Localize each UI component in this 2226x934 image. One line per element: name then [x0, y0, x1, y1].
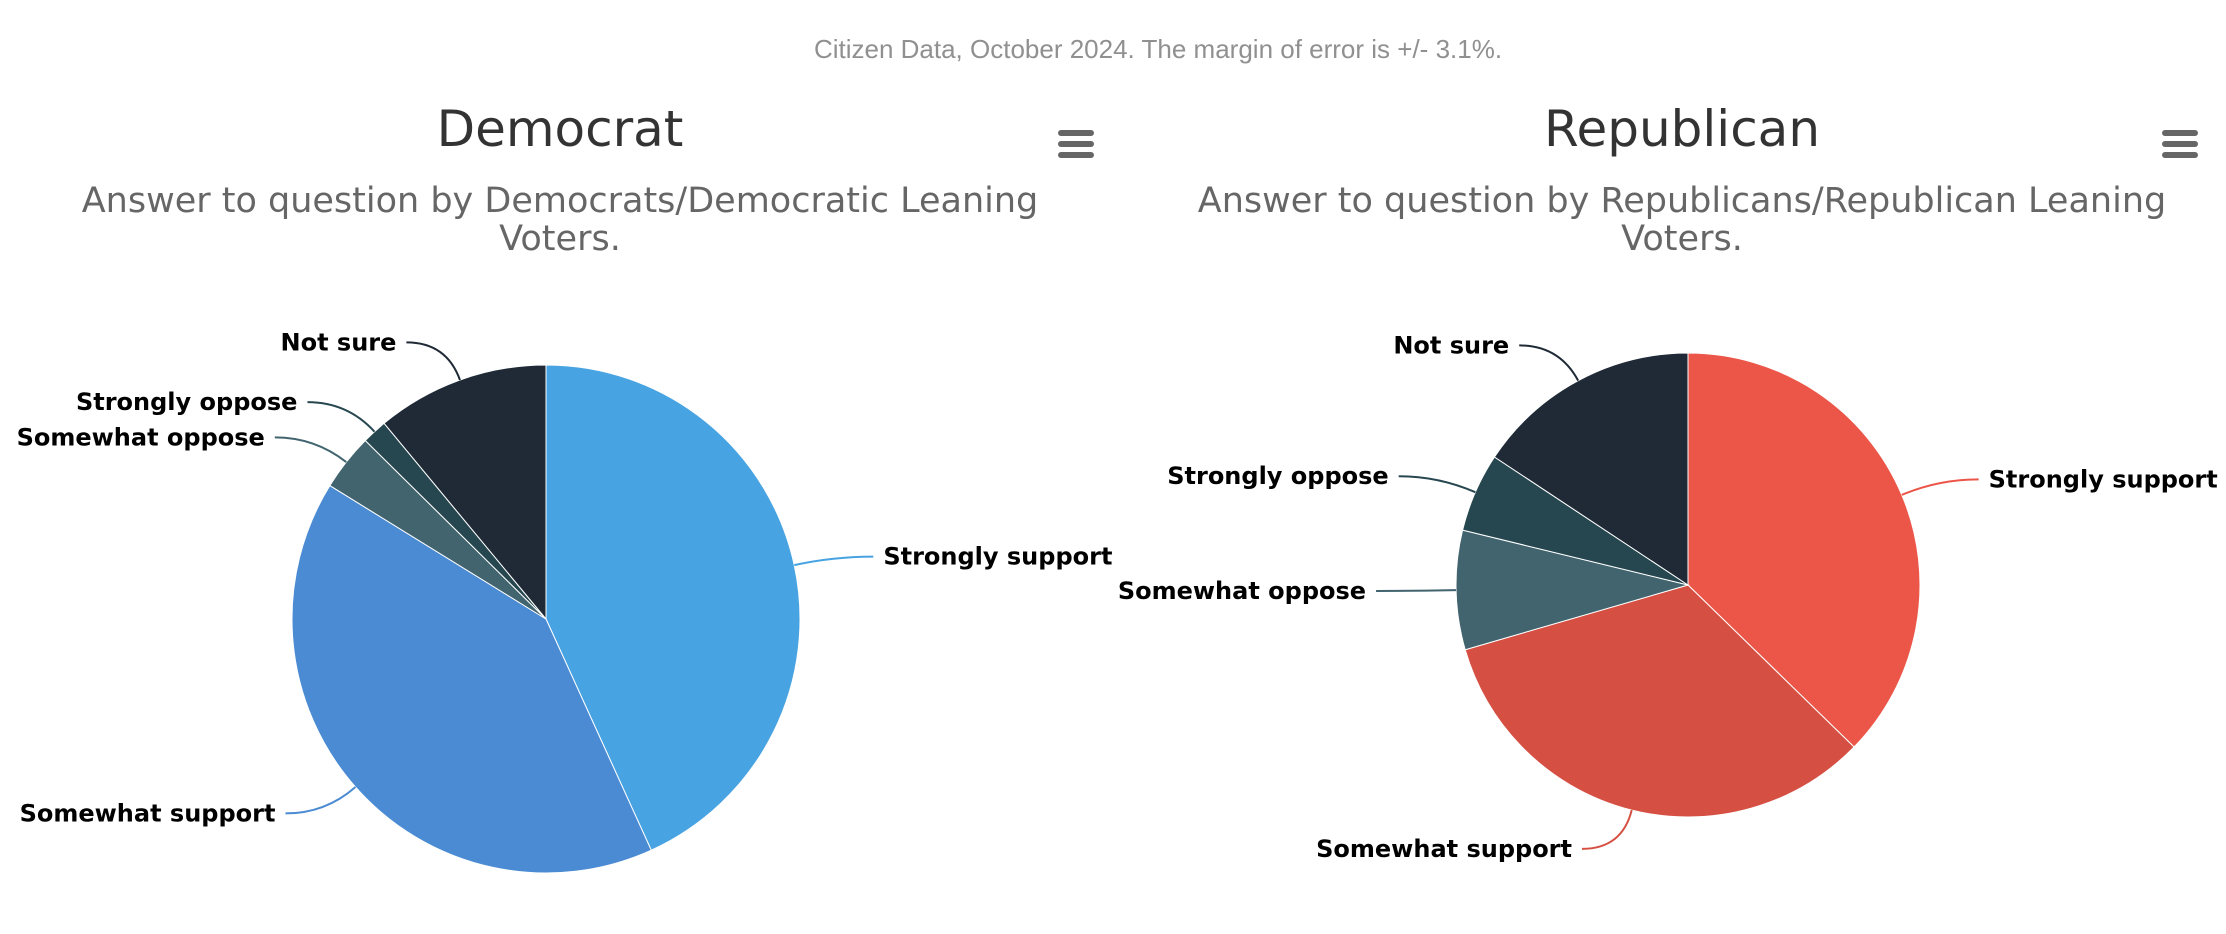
pie-slice-somewhat-support[interactable]: [1464, 584, 1855, 818]
connector-not-sure: [406, 341, 461, 381]
slice-label-somewhat-support: Somewhat support: [1316, 835, 1572, 863]
slice-label-strongly-support: Strongly support: [883, 543, 1112, 571]
connector-somewhat-oppose: [1376, 589, 1457, 592]
slice-label-somewhat-oppose: Somewhat oppose: [1118, 577, 1366, 605]
slice-label-strongly-support: Strongly support: [1989, 465, 2218, 493]
source-note: Citizen Data, October 2024. The margin o…: [813, 34, 1503, 64]
democrat-pie-chart: Strongly support Somewhat support Somewhat…: [17, 328, 1112, 874]
slice-label-strongly-oppose: Strongly oppose: [1167, 462, 1388, 490]
slice-label-not-sure: Not sure: [1393, 331, 1509, 359]
slice-label-somewhat-support: Somewhat support: [20, 799, 276, 827]
connector-strongly-support: [794, 555, 874, 567]
pie-slice-not-sure[interactable]: [383, 364, 547, 621]
slice-label-not-sure: Not sure: [281, 328, 397, 356]
slice-label-strongly-oppose: Strongly oppose: [76, 388, 297, 416]
connector-somewhat-support: [1582, 809, 1633, 850]
connector-not-sure: [1519, 344, 1580, 382]
democrat-chart-panel: Democrat Answer to question by Democrats…: [0, 0, 1112, 934]
chart-title: Republican: [1543, 100, 1821, 158]
connector-somewhat-oppose: [274, 436, 347, 463]
slice-label-somewhat-oppose: Somewhat oppose: [17, 423, 265, 451]
chart-subtitle: Answer to question by Democrats/Democrat…: [81, 181, 1039, 259]
republican-chart-panel: Republican Answer to question by Republi…: [1112, 0, 2226, 934]
chart-menu-icon[interactable]: [2162, 130, 2198, 160]
pie-slice-strongly-support[interactable]: [1687, 352, 1921, 748]
pie-slice-somewhat-support[interactable]: [291, 484, 652, 874]
pie-slice-not-sure[interactable]: [1493, 352, 1689, 586]
connector-strongly-oppose: [307, 401, 376, 433]
connector-somewhat-support: [285, 786, 357, 815]
chart-subtitle: Answer to question by Republicans/Republ…: [1197, 181, 2167, 259]
chart-menu-icon[interactable]: [1058, 130, 1094, 160]
connector-strongly-oppose: [1398, 475, 1476, 494]
connector-strongly-support: [1901, 478, 1979, 496]
republican-pie-chart: Strongly support Somewhat support Somewhat…: [1118, 331, 2218, 863]
pie-slice-strongly-support[interactable]: [545, 364, 801, 851]
chart-title: Democrat: [436, 100, 684, 158]
